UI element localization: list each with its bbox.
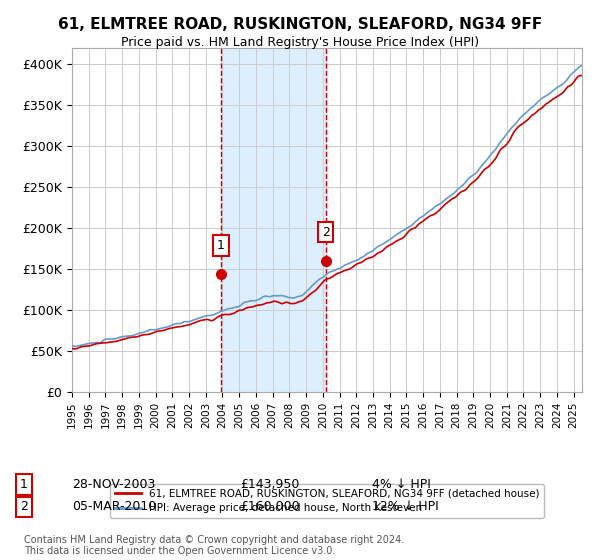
Text: 2: 2 (322, 226, 329, 239)
Text: 1: 1 (20, 478, 28, 491)
Text: Contains HM Land Registry data © Crown copyright and database right 2024.
This d: Contains HM Land Registry data © Crown c… (24, 535, 404, 557)
Bar (221, 48, 326, 392)
Text: 2: 2 (20, 500, 28, 514)
Text: 28-NOV-2003: 28-NOV-2003 (72, 478, 155, 491)
Text: Price paid vs. HM Land Registry's House Price Index (HPI): Price paid vs. HM Land Registry's House … (121, 36, 479, 49)
Text: 1: 1 (217, 239, 225, 252)
Text: 05-MAR-2010: 05-MAR-2010 (72, 500, 156, 514)
Legend: 61, ELMTREE ROAD, RUSKINGTON, SLEAFORD, NG34 9FF (detached house), HPI: Average : 61, ELMTREE ROAD, RUSKINGTON, SLEAFORD, … (110, 484, 544, 517)
Text: 12% ↓ HPI: 12% ↓ HPI (372, 500, 439, 514)
Text: £143,950: £143,950 (240, 478, 299, 491)
Text: 61, ELMTREE ROAD, RUSKINGTON, SLEAFORD, NG34 9FF: 61, ELMTREE ROAD, RUSKINGTON, SLEAFORD, … (58, 17, 542, 32)
Bar (565, 48, 582, 392)
Text: 4% ↓ HPI: 4% ↓ HPI (372, 478, 431, 491)
Text: £160,000: £160,000 (240, 500, 299, 514)
